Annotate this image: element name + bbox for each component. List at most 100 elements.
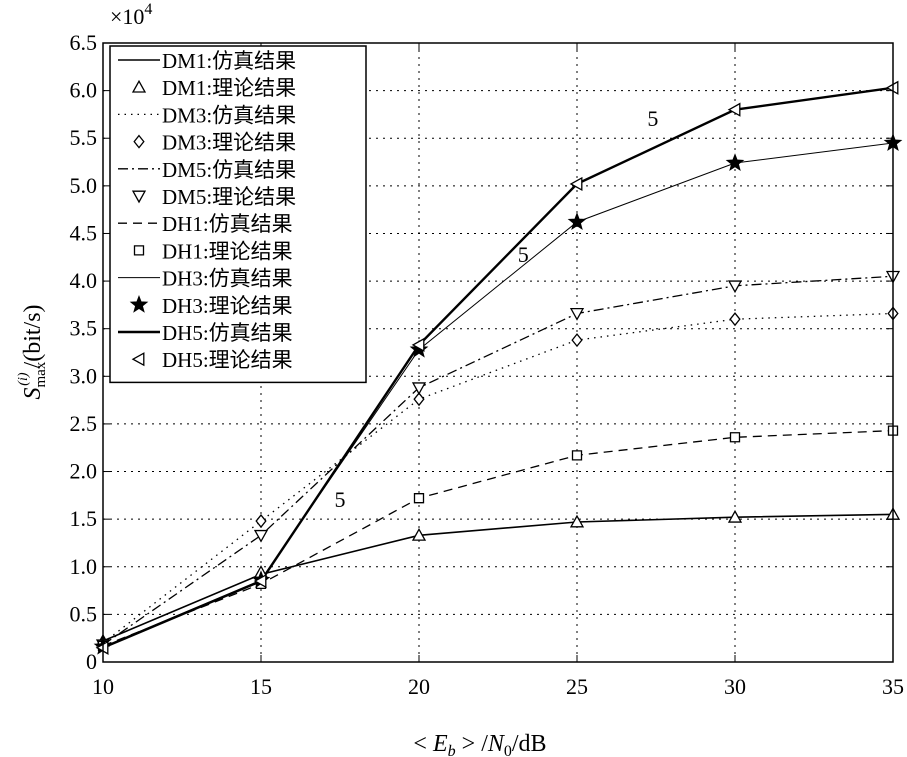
x-label-lt: < <box>413 731 427 757</box>
legend-item: DH5:仿真结果 <box>118 321 293 345</box>
legend-label: DM5:理论结果 <box>162 185 296 209</box>
y-label-sub: max <box>33 361 49 387</box>
x-label-zero: 0 <box>504 743 512 757</box>
x-label-e: E <box>432 731 448 757</box>
series-7-line <box>102 429 894 647</box>
series-8-marker <box>729 432 741 443</box>
series-12-marker <box>411 337 425 352</box>
x-tick-label: 35 <box>882 674 904 699</box>
x-tick-label: 30 <box>724 674 746 699</box>
annotation-label: 5 <box>518 242 529 267</box>
legend-label: DH3:仿真结果 <box>162 267 293 291</box>
y-multiplier-base: ×10 <box>110 4 144 29</box>
y-label-sup: (i) <box>16 372 31 386</box>
y-tick-label: 3.5 <box>70 316 98 341</box>
y-tick-label: 0.5 <box>70 601 98 626</box>
y-tick-label: 2.0 <box>70 459 98 484</box>
series-4-marker <box>413 392 425 407</box>
legend-label: DM5:仿真结果 <box>162 158 296 182</box>
legend-item: DM5:仿真结果 <box>118 158 296 182</box>
series-4-marker <box>255 514 267 529</box>
annotation-layer: 5 5 5 <box>335 106 659 512</box>
legend-swatch-marker <box>131 190 147 204</box>
legend-swatch-marker <box>131 352 145 367</box>
x-label-b: b <box>448 743 456 757</box>
series-8-marker <box>413 493 425 504</box>
legend-items: DM1:仿真结果 DM1:理论结果 DM3:仿真结果 DM3:理论结果 DM5:仿真结果… <box>118 49 296 372</box>
series-layer <box>102 86 894 649</box>
y-tick-label: 5.0 <box>70 173 98 198</box>
annotation-label: 5 <box>647 106 658 131</box>
series-6-marker <box>253 529 269 543</box>
legend-label: DM3:仿真结果 <box>162 103 296 127</box>
y-label-s: S <box>20 388 46 400</box>
series-12-marker <box>569 176 583 192</box>
y-tick-label: 1.0 <box>70 554 98 579</box>
legend-item: DH3:仿真结果 <box>118 267 293 291</box>
series-4-marker <box>571 333 583 348</box>
legend-label: DH5:理论结果 <box>162 348 293 372</box>
series-2-marker <box>727 509 743 523</box>
legend-item: DH1:仿真结果 <box>118 212 293 236</box>
marker-layer <box>93 80 903 655</box>
series-10-marker <box>567 212 587 230</box>
y-label-unit: /(bit/s) <box>20 304 46 368</box>
x-axis-label: < Eb >/N0/dB <box>413 731 546 757</box>
series-1-line <box>102 513 894 642</box>
legend-swatch-marker <box>133 134 145 149</box>
plot-frame <box>102 42 894 663</box>
series-11-line <box>102 86 894 649</box>
y-tick-label: 6.0 <box>70 78 98 103</box>
x-label-slash: / <box>481 731 488 757</box>
series-12-marker <box>253 573 267 589</box>
series-2-marker <box>569 514 585 528</box>
legend-label: DM1:理论结果 <box>162 76 296 100</box>
legend-swatch-marker <box>131 79 147 93</box>
y-axis-label: Smax(i) /(bit/s) <box>16 304 49 399</box>
series-4-marker <box>729 312 741 327</box>
series-10-marker <box>725 153 745 171</box>
y-tick-label: 5.5 <box>70 125 98 150</box>
series-2-marker <box>411 528 427 541</box>
grid-layer <box>103 43 893 662</box>
y-multiplier-exponent: 4 <box>144 1 152 18</box>
x-tick-label: 15 <box>250 674 272 699</box>
y-multiplier: ×104 <box>110 1 152 29</box>
legend-item: DM5:理论结果 <box>131 185 296 209</box>
legend-label: DH1:理论结果 <box>162 239 293 263</box>
y-tick-label: 2.5 <box>70 411 98 436</box>
series-8-marker <box>571 450 583 461</box>
legend-label: DM1:仿真结果 <box>162 49 296 73</box>
y-tick-label: 4.5 <box>70 220 98 245</box>
legend-item: DH1:理论结果 <box>133 239 293 263</box>
x-tick-label: 25 <box>566 674 588 699</box>
legend-item: DH5:理论结果 <box>131 348 293 372</box>
y-tick-label: 6.5 <box>70 30 98 55</box>
series-12-marker <box>727 102 741 117</box>
series-6-marker <box>411 382 427 396</box>
legend-box <box>109 45 367 384</box>
legend-label: DH1:仿真结果 <box>162 212 293 236</box>
legend-swatch-marker <box>133 245 145 256</box>
x-tick-label: 20 <box>408 674 430 699</box>
x-label-n: N <box>487 731 506 757</box>
series-6-marker <box>569 308 585 321</box>
y-tick-label: 0 <box>86 649 97 674</box>
legend-item: DM1:理论结果 <box>131 76 296 100</box>
series-6-marker <box>727 280 743 294</box>
legend-label: DH5:仿真结果 <box>162 321 293 345</box>
annotation-label: 5 <box>335 487 346 512</box>
y-tick-label: 3.0 <box>70 363 98 388</box>
legend: DM1:仿真结果 DM1:理论结果 DM3:仿真结果 DM3:理论结果 DM5:仿真结果… <box>109 45 367 384</box>
legend-item: DM1:仿真结果 <box>118 49 296 73</box>
x-tick-label: 10 <box>92 674 114 699</box>
legend-item: DH3:理论结果 <box>129 294 293 318</box>
legend-swatch-marker <box>129 294 149 313</box>
x-label-gt: > <box>462 731 476 757</box>
legend-label: DM3:理论结果 <box>162 131 296 155</box>
y-tick-label: 1.5 <box>70 506 98 531</box>
legend-label: DH3:理论结果 <box>162 294 293 318</box>
series-5-line <box>102 275 894 646</box>
tick-layer: 10 15 20 25 30 35 0 0.5 1.0 1.5 2.0 2.5 3.0 3.5 4.0 4.5… <box>70 30 905 699</box>
